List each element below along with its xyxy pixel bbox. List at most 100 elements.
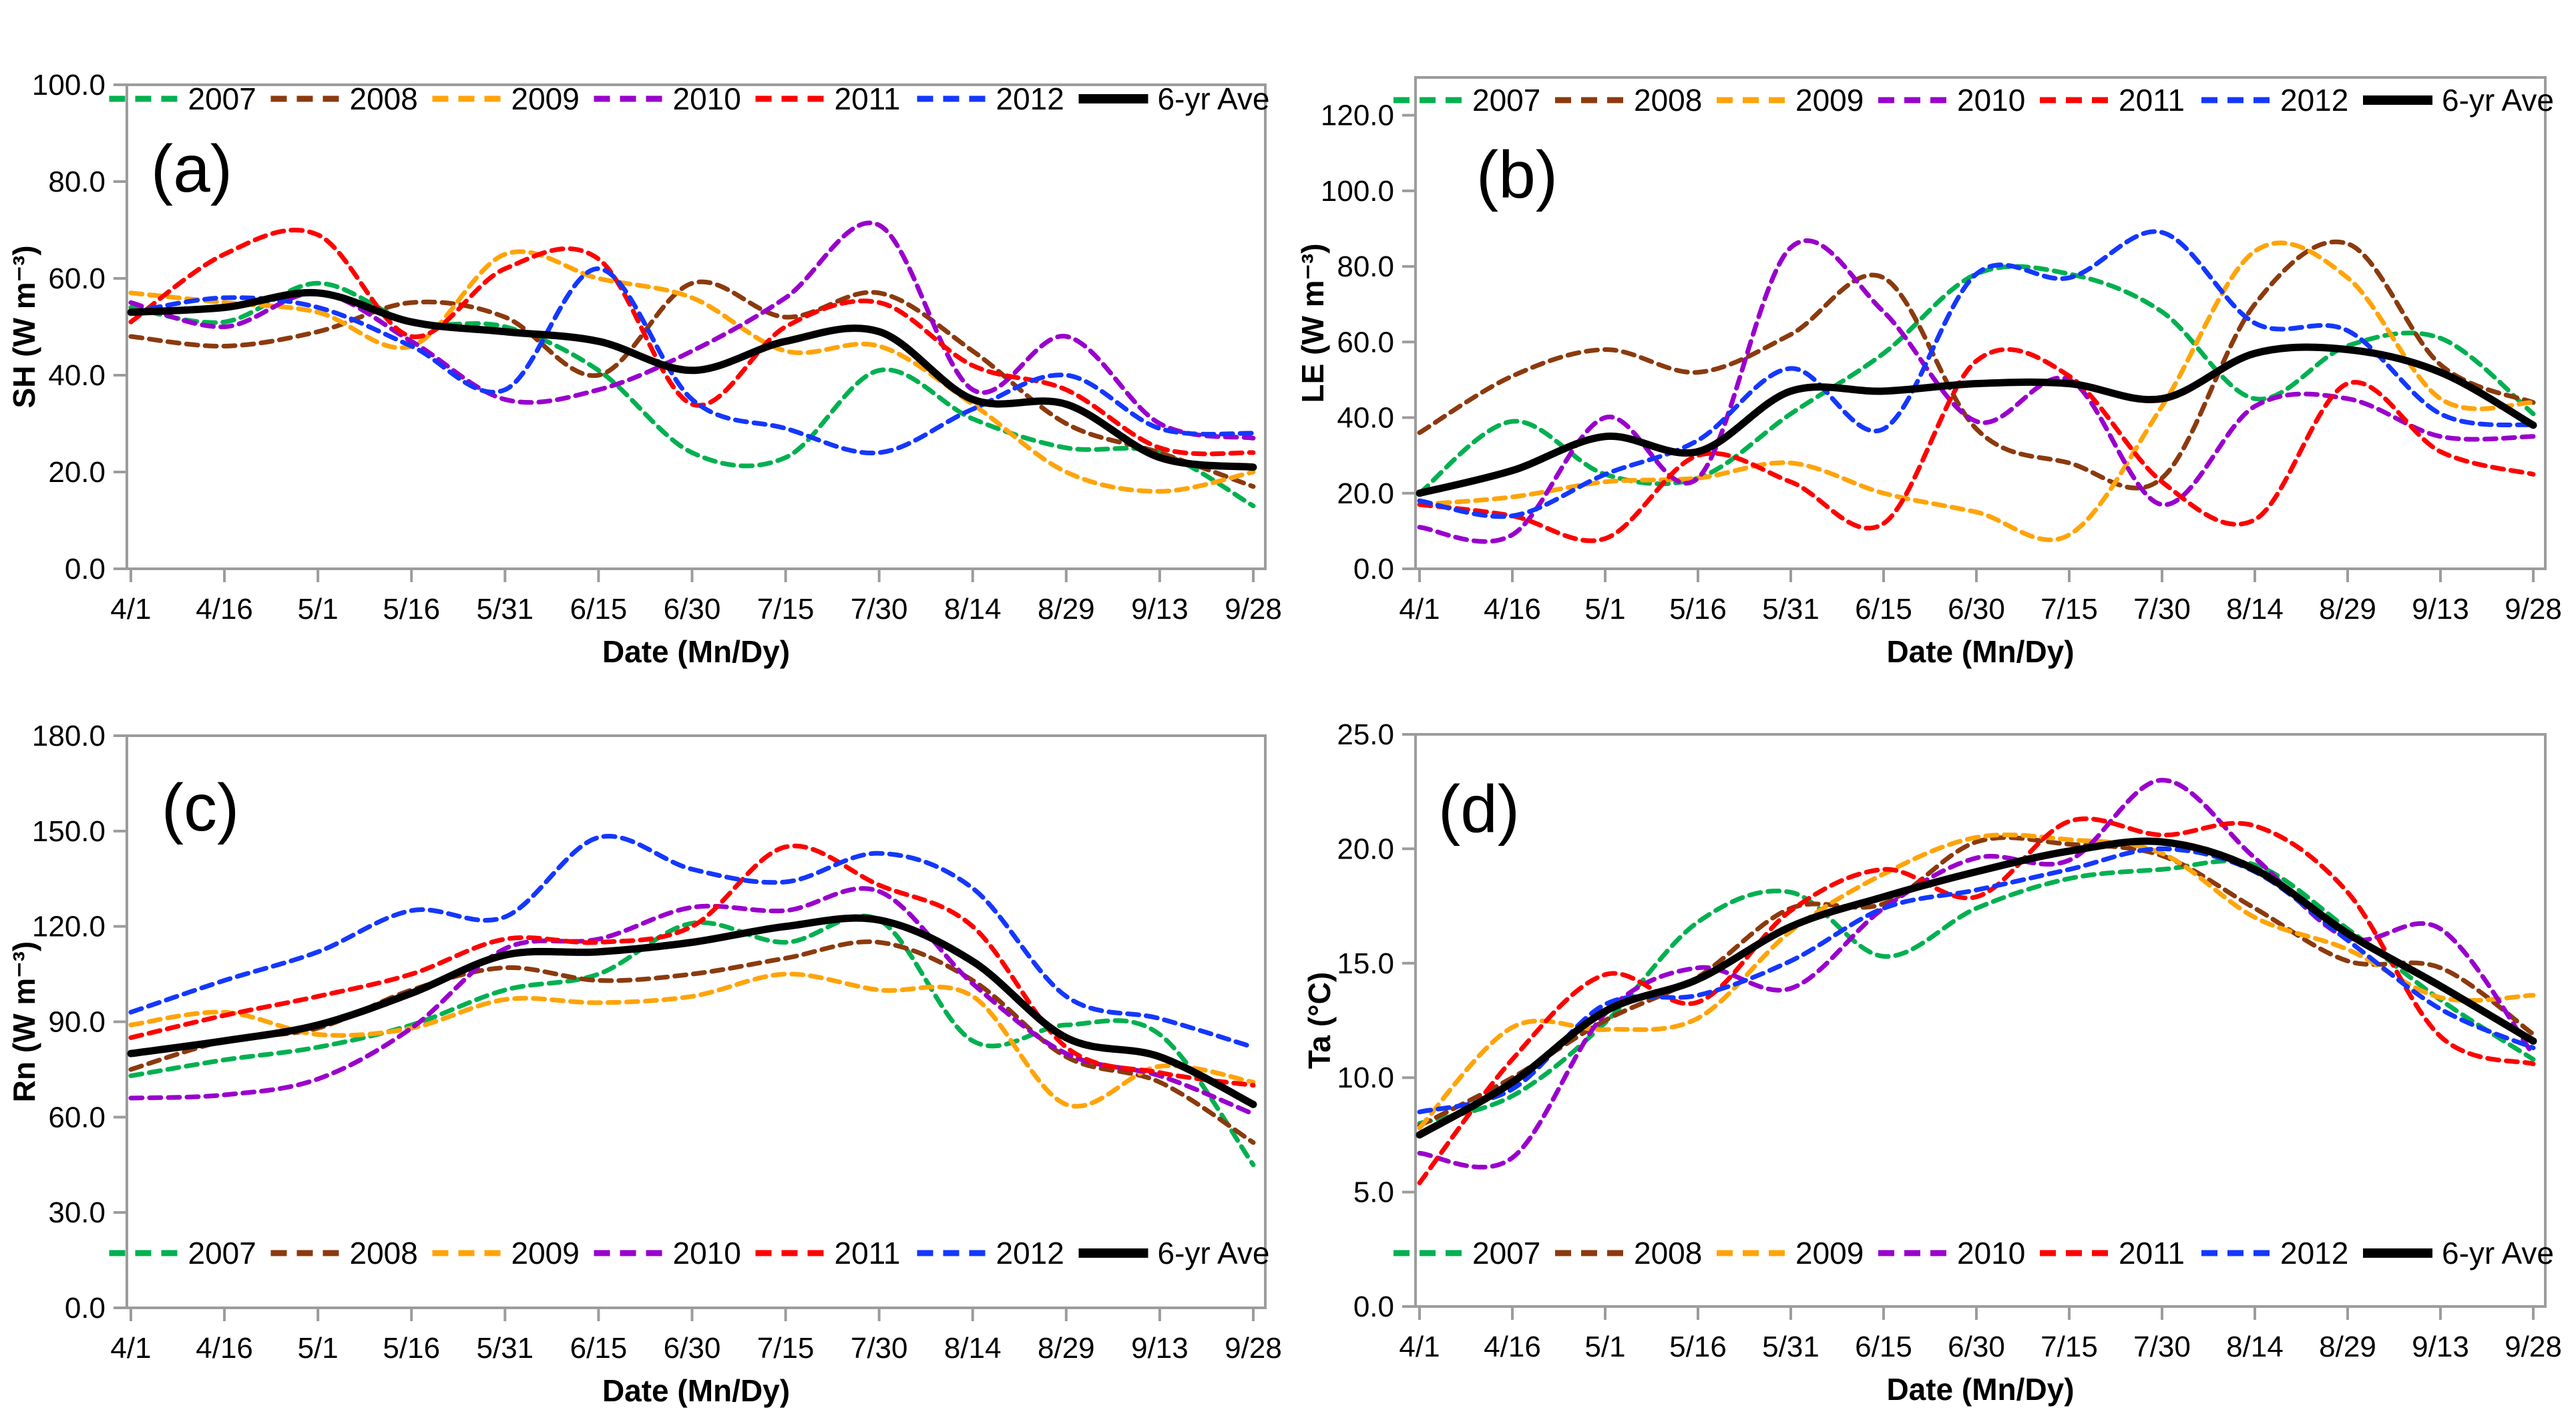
x-tick-label: 9/28: [2505, 1331, 2562, 1363]
series-line-2007: [128, 280, 1256, 509]
legend-label: 6-yr Ave: [2442, 83, 2554, 117]
x-axis-title: Date (Mn/Dy): [1886, 1372, 2074, 1407]
series-line-2012: [1417, 846, 2536, 1115]
series-line-2011: [128, 843, 1256, 1088]
legend-item: 2011: [2040, 83, 2185, 117]
x-tick-label: 9/28: [2505, 593, 2562, 626]
series-line-2010: [128, 886, 1256, 1117]
x-tick-label: 7/15: [2041, 593, 2098, 626]
y-tick-label: 120.0: [32, 911, 105, 943]
legend-label: 2009: [1795, 83, 1864, 117]
x-tick-label: 9/13: [2412, 593, 2469, 626]
series-line-2011: [128, 228, 1256, 457]
legend: 2007 2008 2009 2010 2011 2012 6-yr Ave: [109, 1236, 1269, 1270]
legend-item: 2009: [1717, 83, 1864, 117]
legend-label: 2011: [835, 81, 901, 116]
x-tick-label: 5/16: [383, 593, 440, 626]
legend-item: 2007: [1393, 1236, 1540, 1270]
series-line-2012: [1417, 229, 2536, 519]
y-axis-title: SH (W m⁻³): [7, 245, 41, 408]
legend-label: 2010: [673, 81, 741, 116]
x-tick-label: 4/1: [110, 593, 151, 626]
y-tick-label: 0.0: [65, 1292, 105, 1325]
y-tick-label: 0.0: [1353, 1290, 1394, 1323]
legend-label: 2010: [1957, 1236, 2025, 1270]
legend-item: 6-yr Ave: [1078, 81, 1269, 116]
y-tick-label: 60.0: [48, 1101, 105, 1134]
y-tick-label: 20.0: [48, 456, 105, 489]
legend-label: 2010: [1957, 83, 2025, 117]
y-tick-label: 150.0: [32, 815, 105, 848]
plot-border: [1414, 733, 2547, 1308]
y-tick-label: 40.0: [48, 359, 105, 392]
y-tick-label: 0.0: [1353, 553, 1394, 585]
x-tick-label: 5/16: [1669, 593, 1727, 626]
legend-item: 6-yr Ave: [1078, 1236, 1269, 1270]
y-tick-label: 20.0: [1337, 477, 1394, 510]
legend-label: 6-yr Ave: [2442, 1236, 2554, 1270]
y-tick-label: 80.0: [48, 166, 105, 198]
x-tick-label: 5/16: [383, 1332, 440, 1365]
legend: 2007 2008 2009 2010 2011 2012 6-yr Ave: [1393, 83, 2554, 117]
legend-label: 2007: [1472, 1236, 1540, 1270]
legend-label: 2011: [2119, 1236, 2185, 1270]
legend-item: 2012: [2201, 83, 2348, 117]
legend-label: 2012: [996, 1236, 1064, 1270]
y-tick-label: 10.0: [1337, 1061, 1394, 1094]
legend-label: 2012: [2280, 83, 2348, 117]
x-tick-label: 9/13: [1131, 1332, 1189, 1365]
legend-item: 2007: [109, 81, 256, 116]
legend-item: 2009: [1717, 1236, 1864, 1270]
series-line-2011: [1417, 346, 2536, 543]
x-tick-label: 5/1: [298, 1332, 339, 1365]
x-tick-label: 6/30: [1948, 593, 2005, 626]
legend-item: 2007: [109, 1236, 256, 1270]
x-axis-title: Date (Mn/Dy): [1886, 634, 2074, 669]
x-tick-label: 8/14: [944, 1332, 1002, 1365]
series-line-2011: [1417, 816, 2536, 1186]
x-tick-label: 7/30: [2133, 1331, 2191, 1363]
series-line-2008: [1417, 835, 2536, 1128]
y-tick-label: 5.0: [1353, 1176, 1394, 1209]
series-line-2009: [1417, 832, 2536, 1131]
legend-item: 2011: [755, 1236, 901, 1270]
legend-item: 2012: [917, 81, 1064, 116]
panel-letter: (b): [1476, 138, 1558, 212]
legend-label: 2009: [511, 1236, 580, 1270]
legend-label: 2008: [1634, 83, 1702, 117]
x-tick-label: 5/1: [1584, 593, 1625, 626]
x-axis-title: Date (Mn/Dy): [602, 1373, 790, 1408]
y-tick-label: 90.0: [48, 1006, 105, 1039]
series-line-2008: [128, 279, 1256, 489]
x-tick-label: 6/30: [664, 1332, 721, 1365]
series-group: [1416, 778, 2537, 1186]
legend-item: 6-yr Ave: [2363, 1236, 2554, 1270]
x-tick-label: 7/30: [851, 1332, 908, 1365]
x-tick-label: 8/14: [944, 593, 1002, 626]
x-tick-label: 6/15: [570, 593, 628, 626]
legend-item: 2008: [1555, 83, 1702, 117]
series-line-2009: [128, 971, 1256, 1109]
legend-item: 2008: [1555, 1236, 1702, 1270]
legend-label: 2008: [350, 1236, 418, 1270]
legend-item: 6-yr Ave: [2363, 83, 2554, 117]
y-tick-label: 80.0: [1337, 250, 1394, 283]
y-axis-title: Rn (W m⁻³): [7, 941, 41, 1102]
legend-label: 2007: [188, 81, 256, 116]
x-tick-label: 4/16: [196, 593, 253, 626]
legend-item: 2012: [2201, 1236, 2348, 1270]
x-tick-label: 6/15: [1855, 593, 1912, 626]
series-line-2012: [128, 834, 1256, 1050]
legend-label: 2011: [835, 1236, 901, 1270]
y-tick-label: 20.0: [1337, 833, 1394, 865]
legend-label: 2011: [2119, 83, 2185, 117]
series-line-2009: [128, 249, 1256, 494]
x-tick-label: 5/31: [1762, 1331, 1819, 1363]
x-tick-label: 4/16: [1484, 593, 1541, 626]
x-tick-label: 5/31: [477, 593, 534, 626]
y-tick-label: 30.0: [48, 1196, 105, 1229]
